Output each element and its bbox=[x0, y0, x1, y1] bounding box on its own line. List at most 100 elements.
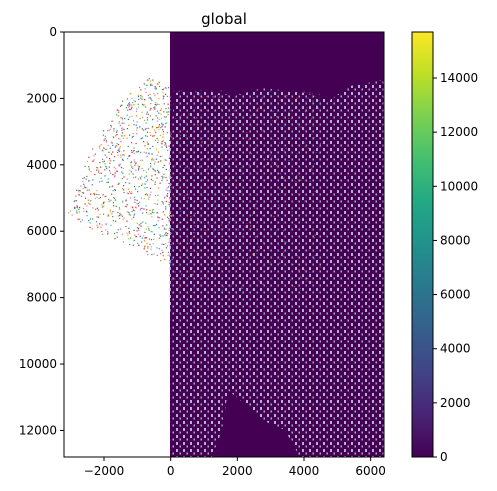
overlay-point bbox=[131, 191, 133, 193]
x-tick-label: 6000 bbox=[355, 464, 386, 478]
overlay-point bbox=[175, 141, 178, 143]
overlay-point bbox=[145, 228, 147, 230]
overlay-point bbox=[207, 199, 209, 201]
overlay-point bbox=[117, 151, 119, 153]
overlay-point bbox=[117, 183, 119, 185]
overlay-point bbox=[104, 169, 106, 171]
overlay-point bbox=[162, 255, 164, 257]
overlay-point bbox=[169, 139, 171, 142]
overlay-point bbox=[74, 207, 76, 209]
overlay-point bbox=[114, 238, 116, 240]
overlay-point bbox=[153, 159, 155, 161]
overlay-point bbox=[164, 142, 166, 144]
overlay-point bbox=[169, 109, 171, 111]
overlay-point bbox=[136, 121, 138, 123]
overlay-point bbox=[135, 207, 137, 209]
overlay-point bbox=[144, 245, 146, 247]
overlay-point bbox=[177, 242, 179, 244]
overlay-point bbox=[246, 132, 248, 134]
overlay-point bbox=[168, 221, 170, 223]
overlay-point bbox=[198, 166, 200, 168]
overlay-point bbox=[298, 269, 300, 271]
overlay-point bbox=[283, 240, 285, 242]
overlay-point bbox=[130, 237, 132, 239]
overlay-point bbox=[303, 129, 305, 131]
x-tick-label: 4000 bbox=[289, 464, 320, 478]
overlay-point bbox=[80, 185, 82, 187]
overlay-point bbox=[104, 175, 106, 177]
overlay-point bbox=[93, 159, 95, 161]
overlay-point bbox=[118, 150, 120, 152]
overlay-point bbox=[82, 192, 84, 194]
overlay-point bbox=[166, 195, 168, 197]
overlay-point bbox=[198, 167, 200, 169]
overlay-point bbox=[291, 211, 293, 213]
overlay-point bbox=[298, 271, 300, 273]
overlay-point bbox=[146, 79, 148, 81]
overlay-point bbox=[310, 168, 312, 170]
overlay-point bbox=[139, 235, 141, 237]
overlay-point bbox=[96, 190, 98, 192]
overlay-point bbox=[220, 224, 223, 226]
overlay-point bbox=[191, 267, 193, 269]
overlay-point bbox=[273, 172, 275, 174]
overlay-point bbox=[184, 254, 186, 256]
overlay-point bbox=[111, 185, 114, 187]
overlay-point bbox=[105, 195, 107, 197]
overlay-point bbox=[295, 153, 297, 155]
overlay-point bbox=[117, 154, 119, 156]
overlay-point bbox=[78, 218, 80, 220]
overlay-point bbox=[102, 161, 104, 163]
overlay-point bbox=[129, 232, 131, 235]
overlay-point bbox=[198, 220, 201, 222]
overlay-point bbox=[290, 169, 292, 171]
overlay-point bbox=[229, 217, 231, 220]
overlay-point bbox=[107, 215, 109, 217]
overlay-point bbox=[167, 103, 169, 105]
overlay-point bbox=[247, 279, 249, 281]
overlay-point bbox=[119, 145, 121, 148]
overlay-point bbox=[151, 99, 153, 102]
overlay-point bbox=[154, 103, 156, 106]
overlay-point bbox=[235, 277, 237, 279]
overlay-point bbox=[159, 182, 161, 184]
overlay-point bbox=[76, 212, 78, 214]
overlay-point bbox=[183, 186, 185, 188]
overlay-point bbox=[156, 110, 158, 112]
overlay-point bbox=[117, 110, 119, 112]
overlay-point bbox=[138, 244, 140, 247]
overlay-point bbox=[218, 96, 221, 98]
overlay-point bbox=[103, 130, 105, 132]
overlay-point bbox=[156, 83, 158, 85]
overlay-point bbox=[294, 254, 297, 256]
overlay-point bbox=[122, 159, 124, 161]
overlay-point bbox=[120, 105, 122, 107]
overlay-point bbox=[109, 162, 111, 164]
overlay-point bbox=[266, 158, 268, 160]
overlay-point bbox=[157, 212, 159, 214]
overlay-point bbox=[158, 129, 160, 131]
overlay-point bbox=[167, 193, 169, 195]
overlay-point bbox=[157, 117, 159, 119]
overlay-point bbox=[105, 148, 107, 151]
overlay-point bbox=[311, 133, 313, 135]
overlay-point bbox=[157, 199, 159, 201]
overlay-point bbox=[138, 229, 140, 232]
overlay-point bbox=[160, 113, 162, 115]
overlay-point bbox=[85, 178, 87, 180]
overlay-point bbox=[169, 190, 171, 192]
overlay-point bbox=[264, 179, 267, 181]
overlay-point bbox=[114, 156, 116, 158]
overlay-point bbox=[155, 158, 157, 160]
overlay-point bbox=[167, 149, 169, 151]
overlay-point bbox=[186, 247, 188, 249]
overlay-point bbox=[238, 143, 240, 145]
overlay-point bbox=[79, 206, 81, 209]
overlay-point bbox=[142, 183, 144, 185]
overlay-point bbox=[137, 227, 139, 229]
overlay-point bbox=[112, 151, 114, 153]
overlay-point bbox=[110, 126, 112, 128]
y-tick-label: 4000 bbox=[26, 158, 57, 172]
overlay-point bbox=[151, 127, 153, 129]
overlay-point bbox=[284, 241, 286, 243]
